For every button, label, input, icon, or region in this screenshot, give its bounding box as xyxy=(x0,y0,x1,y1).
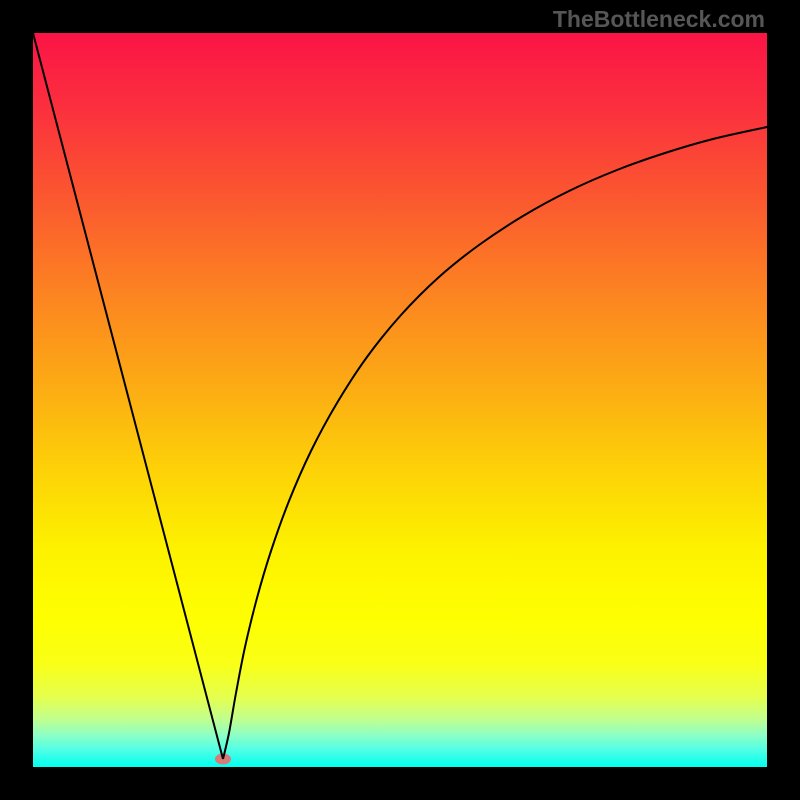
chart-svg xyxy=(33,33,767,767)
gradient-background xyxy=(33,33,767,767)
plot-area xyxy=(33,33,767,767)
watermark-text: TheBottleneck.com xyxy=(553,6,765,33)
figure-container: TheBottleneck.com xyxy=(0,0,800,800)
